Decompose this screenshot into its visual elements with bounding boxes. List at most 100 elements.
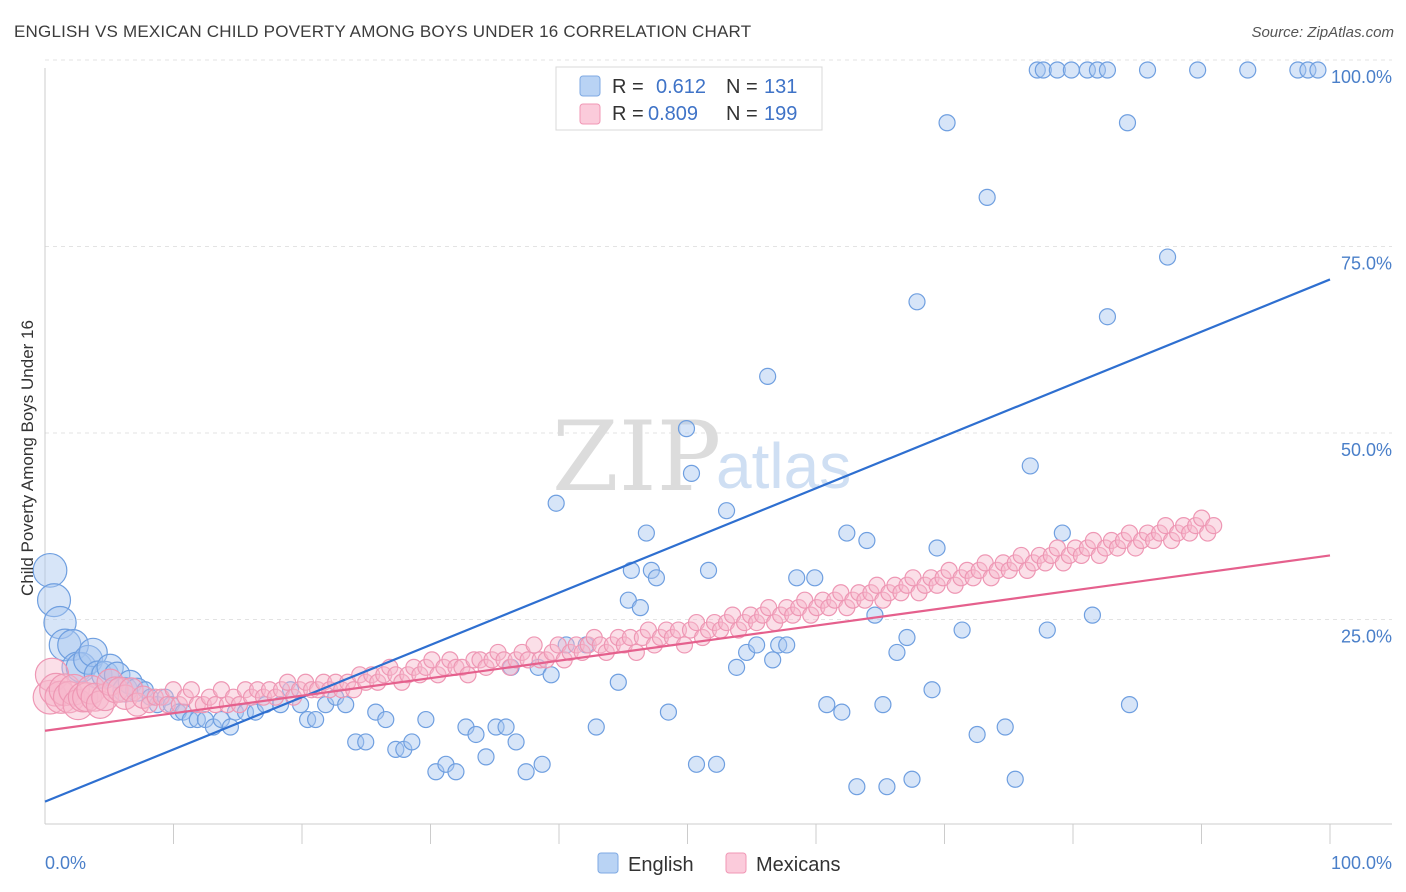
english-point xyxy=(838,524,856,542)
english-point xyxy=(1028,61,1046,79)
watermark-zip: ZIP xyxy=(552,401,721,513)
english-point xyxy=(1083,606,1102,624)
legend-bottom-swatch-mexicans xyxy=(725,852,747,874)
english-point xyxy=(1239,61,1257,79)
english-point xyxy=(818,696,836,714)
english-point xyxy=(337,696,355,714)
english-point xyxy=(1062,61,1080,79)
english-point xyxy=(778,636,796,654)
english-point xyxy=(631,599,649,617)
english-point xyxy=(682,464,701,482)
mexican-point xyxy=(525,636,543,654)
english-point xyxy=(878,778,896,796)
english-point xyxy=(542,666,560,684)
english-point xyxy=(1021,457,1039,475)
english-point xyxy=(806,569,824,587)
y-axis-label: Child Poverty Among Boys Under 16 xyxy=(18,320,37,596)
english-point xyxy=(1078,61,1096,79)
legend-bottom-english: English xyxy=(628,854,694,876)
english-point xyxy=(848,778,866,796)
english-trend-line xyxy=(44,278,1331,803)
english-point xyxy=(547,494,565,512)
english-point xyxy=(1038,621,1056,639)
grid-lines xyxy=(45,59,1392,844)
english-point xyxy=(659,703,678,721)
mexican-point xyxy=(107,676,134,703)
english-point xyxy=(417,710,435,729)
english-point xyxy=(953,621,971,639)
legend-swatch-mexicans xyxy=(579,103,601,125)
mexican-point xyxy=(627,643,645,662)
mexican-point xyxy=(621,628,639,647)
english-points xyxy=(32,61,1327,796)
english-point xyxy=(996,718,1014,736)
english-point xyxy=(1158,248,1177,266)
y-tick-label: 75.0% xyxy=(1341,254,1392,274)
english-point xyxy=(923,681,941,699)
english-point xyxy=(477,748,495,766)
english-point xyxy=(1120,696,1139,714)
english-point xyxy=(96,653,124,682)
english-point xyxy=(788,569,806,587)
legend-r-value-2: 0.809 xyxy=(648,103,698,125)
legend-n-label-1: N = xyxy=(726,76,758,98)
english-point xyxy=(517,763,535,781)
english-point xyxy=(533,755,551,773)
english-point xyxy=(403,733,421,751)
english-point xyxy=(677,420,696,438)
english-point xyxy=(1034,61,1052,79)
english-point xyxy=(1189,61,1207,79)
english-point xyxy=(1098,308,1117,326)
english-point xyxy=(1309,61,1327,79)
english-point xyxy=(1299,61,1317,79)
mexican-points xyxy=(32,509,1223,721)
y-tick-labels: 25.0% 50.0% 75.0% 100.0% xyxy=(1331,67,1392,647)
legend-bottom: English Mexicans xyxy=(597,852,840,876)
english-point xyxy=(908,293,926,311)
watermark-atlas: atlas xyxy=(716,430,851,502)
english-point xyxy=(764,651,782,669)
english-point xyxy=(357,733,375,751)
x-tick-label-min: 0.0% xyxy=(45,853,86,873)
english-point xyxy=(587,718,605,736)
english-point xyxy=(507,733,525,751)
english-point xyxy=(487,718,505,736)
english-point xyxy=(858,531,876,550)
english-point xyxy=(874,696,892,714)
y-tick-label: 25.0% xyxy=(1341,627,1392,647)
watermark: ZIP atlas xyxy=(552,401,851,513)
y-tick-label: 50.0% xyxy=(1341,440,1392,460)
english-point xyxy=(637,524,655,542)
english-point xyxy=(978,188,996,206)
english-point xyxy=(1006,770,1024,788)
english-point xyxy=(32,552,68,588)
english-point xyxy=(497,718,515,736)
english-point xyxy=(707,755,726,773)
mexican-point xyxy=(76,674,106,705)
english-point xyxy=(1289,61,1307,79)
english-point xyxy=(447,763,465,781)
english-point xyxy=(377,710,395,729)
english-point xyxy=(36,583,72,618)
mexican-point xyxy=(158,696,176,714)
english-point xyxy=(903,770,921,788)
english-point xyxy=(928,539,946,557)
chart-title: ENGLISH VS MEXICAN CHILD POVERTY AMONG B… xyxy=(14,22,752,41)
y-tick-label: 100.0% xyxy=(1331,67,1392,87)
legend-n-value-1: 131 xyxy=(764,76,797,98)
english-point xyxy=(727,658,746,676)
legend-top: R = 0.612 N = 131 R = 0.809 N = 199 xyxy=(555,66,823,131)
mexican-point xyxy=(1205,516,1223,535)
english-point xyxy=(347,733,365,751)
legend-r-label-2: R = xyxy=(612,103,644,125)
x-tick-label-max: 100.0% xyxy=(1331,853,1392,873)
english-point xyxy=(833,703,851,721)
legend-r-value-1: 0.612 xyxy=(656,76,706,98)
english-point xyxy=(73,644,104,675)
legend-n-label-2: N = xyxy=(726,103,758,125)
english-point xyxy=(307,710,325,729)
english-point xyxy=(1138,61,1157,79)
legend-bottom-mexicans: Mexicans xyxy=(756,854,840,876)
english-point xyxy=(968,725,986,744)
